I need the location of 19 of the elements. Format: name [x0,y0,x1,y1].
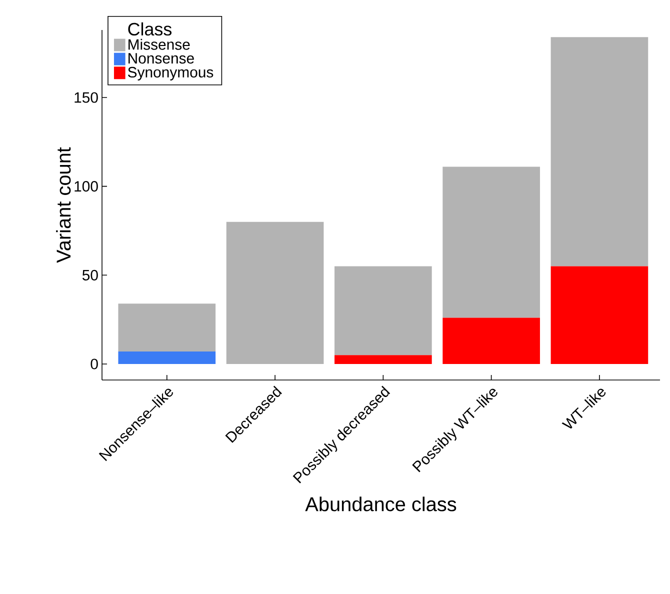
y-tick-label: 0 [90,358,98,370]
bar [226,222,324,364]
y-axis-title: Variant count [56,147,71,263]
y-tick-label: 150 [74,92,98,103]
y-tick-label: 100 [74,181,98,192]
bar [442,318,540,364]
x-axis-title: Abundance class [305,496,456,512]
bar [118,304,216,352]
legend-title: Class [128,22,172,36]
bar [550,266,648,364]
bar [550,37,648,266]
bar [442,166,540,318]
legend-label: Synonymous [128,66,214,80]
y-tick-label: 50 [82,270,98,280]
legend-label: Missense [128,38,190,50]
bar [334,266,432,356]
bar [334,355,432,364]
legend-label: Nonsense [128,53,194,64]
bar [118,352,216,364]
